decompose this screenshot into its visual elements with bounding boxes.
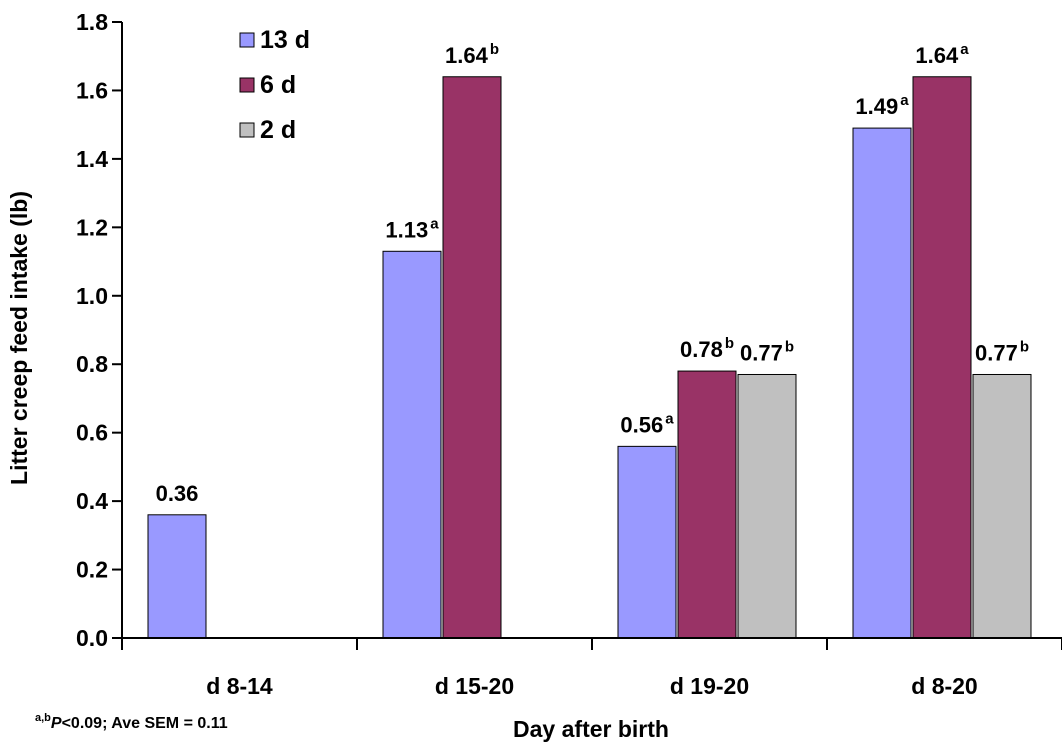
legend-swatch <box>239 77 255 93</box>
bar-13d-1 <box>147 514 207 639</box>
data-label: 1.49 a <box>855 92 909 119</box>
data-label: 0.77 b <box>740 338 794 365</box>
legend-label: 13 d <box>260 26 310 54</box>
data-label: 1.64 a <box>915 41 969 68</box>
footnote-superscript: a,b <box>35 712 51 724</box>
legend-swatch <box>239 32 255 48</box>
y-tick-label: 1.0 <box>76 283 108 309</box>
legend-swatch <box>239 122 255 138</box>
y-tick-label: 1.4 <box>76 146 108 172</box>
x-category-label: d 19-20 <box>670 673 749 699</box>
y-tick-label: 0.8 <box>76 351 108 377</box>
bar-6d-2 <box>442 76 502 639</box>
data-label: 0.77 b <box>975 338 1029 365</box>
x-axis-title: Day after birth <box>513 716 669 742</box>
legend: 13 d 6 d 2 d <box>239 26 310 144</box>
bar-6d-4 <box>912 76 972 639</box>
data-label: 1.64 b <box>445 41 499 68</box>
y-tick-label: 0.0 <box>76 625 108 651</box>
y-tick-label: 1.2 <box>76 214 108 240</box>
x-category-label: d 8-20 <box>911 673 977 699</box>
axes-group: 0.0 0.2 0.4 0.6 0.8 1.0 1.2 1.4 1.6 1.8 d 8-14 d 15… <box>76 9 1062 699</box>
y-tick-label: 0.2 <box>76 557 108 583</box>
y-axis-title: Litter creep feed intake (lb) <box>6 191 32 485</box>
footnote-text: <0.09; Ave SEM = 0.11 <box>62 715 228 732</box>
y-tick-label: 0.6 <box>76 420 108 446</box>
bar-13d-2 <box>382 250 442 639</box>
data-label: 0.78 b <box>680 335 734 362</box>
bars-group <box>147 76 1032 639</box>
footnote: a,bP<0.09; Ave SEM = 0.11 <box>35 712 228 732</box>
x-category-label: d 8-14 <box>206 673 273 699</box>
y-tick-label: 1.6 <box>76 77 108 103</box>
bar-13d-3 <box>617 445 677 639</box>
bar-2d-3 <box>737 373 797 639</box>
bar-6d-3 <box>677 370 737 639</box>
bar-2d-4 <box>972 373 1032 639</box>
y-tick-label: 1.8 <box>76 9 108 35</box>
x-category-label: d 15-20 <box>435 673 514 699</box>
data-label: 0.56 a <box>620 410 674 437</box>
data-labels-group: 0.361.13 a1.64 b0.56 a0.78 b 0.77 b1.49 a1.64 a0… <box>156 41 1029 506</box>
data-label: 1.13 a <box>385 215 439 242</box>
legend-label: 2 d <box>260 116 296 144</box>
legend-label: 6 d <box>260 71 296 99</box>
y-tick-label: 0.4 <box>76 488 108 514</box>
bar-13d-4 <box>852 127 912 639</box>
footnote-p-symbol: P <box>51 715 62 732</box>
data-label: 0.36 <box>156 481 199 506</box>
